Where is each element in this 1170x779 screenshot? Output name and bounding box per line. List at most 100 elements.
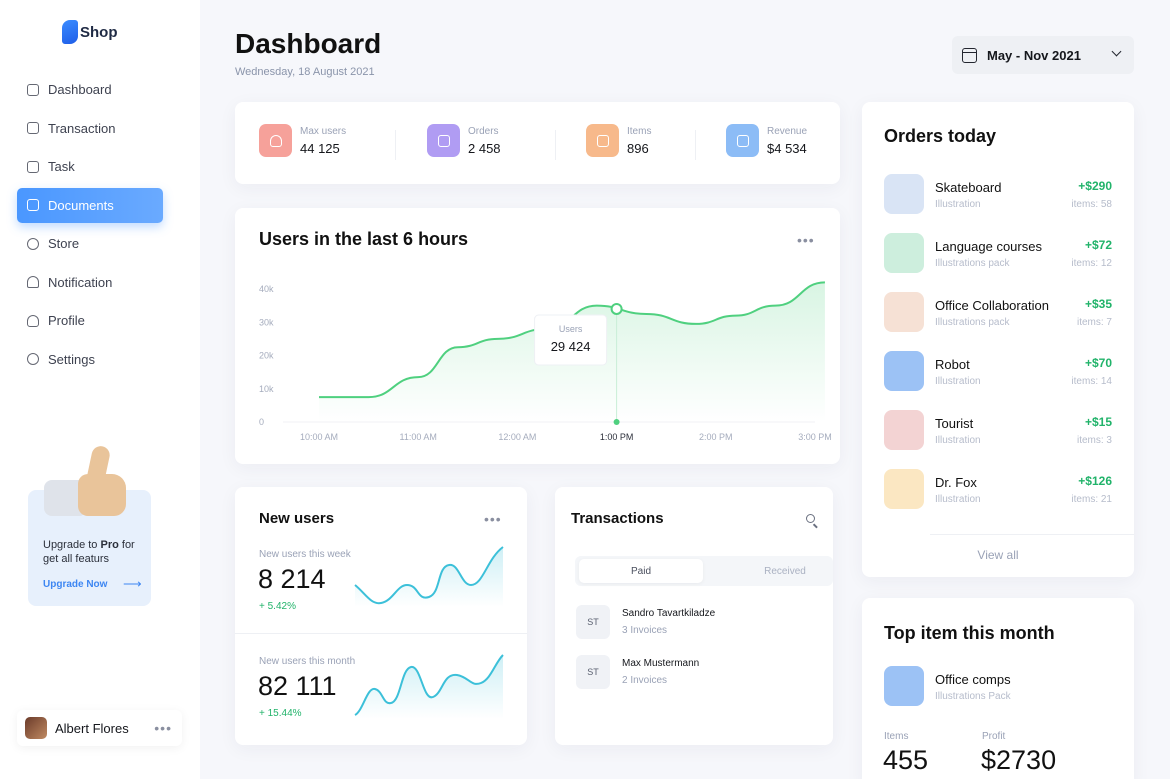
order-count: items: 7	[1076, 317, 1112, 328]
stat-max-users: Max users 44 125	[259, 124, 346, 157]
tooltip	[534, 314, 608, 366]
sidebar-item-label: Documents	[48, 197, 114, 213]
transaction-row[interactable]: ST Sandro Tavartkiladze 3 Invoices	[576, 605, 715, 639]
arrow-right-icon[interactable]: ⟶	[123, 576, 142, 591]
top-item-card: Top item this month Office comps Illustr…	[862, 598, 1134, 779]
week-label: New users this week	[259, 549, 351, 560]
tooltip-label: Users	[559, 324, 583, 334]
items-value: 455	[883, 745, 929, 775]
week-sparkline	[354, 546, 504, 607]
order-name: Skateboard	[935, 180, 1002, 195]
order-price: +$15	[1084, 415, 1112, 429]
order-item[interactable]: Language courses Illustrations pack +$72…	[884, 233, 1112, 273]
stat-value: 2 458	[468, 140, 501, 156]
transactions-title: Transactions	[571, 510, 664, 527]
search-icon[interactable]	[806, 514, 815, 523]
orders-today-title: Orders today	[884, 126, 997, 146]
order-price: +$290	[1078, 179, 1112, 193]
order-price: +$35	[1084, 297, 1112, 311]
office-illustration	[884, 292, 924, 332]
robot-illustration	[884, 351, 924, 391]
view-all-link[interactable]: View all	[977, 548, 1019, 562]
top-item-title: Top item this month	[884, 623, 1055, 643]
sidebar-item-dashboard[interactable]: Dashboard	[17, 72, 163, 107]
document-icon	[27, 199, 39, 211]
gear-icon	[27, 353, 39, 365]
transaction-name: Sandro Tavartkiladze	[622, 608, 716, 619]
y-tick-label: 20k	[259, 351, 274, 361]
transaction-row[interactable]: ST Max Mustermann 2 Invoices	[576, 655, 699, 689]
more-icon[interactable]: •••	[154, 720, 172, 736]
sidebar-item-settings[interactable]: Settings	[17, 342, 163, 377]
y-tick-label: 40k	[259, 284, 274, 294]
top-item[interactable]: Office comps Illustrations Pack	[884, 666, 1112, 706]
chevron-down-icon	[1111, 46, 1122, 57]
order-sub: Illustrations pack	[935, 317, 1010, 328]
more-icon[interactable]: •••	[484, 511, 502, 527]
order-price: +$72	[1084, 238, 1112, 252]
order-count: items: 21	[1071, 494, 1112, 505]
order-sub: Illustrations pack	[935, 258, 1010, 269]
sidebar-item-profile[interactable]: Profile	[17, 303, 163, 338]
users-chart-title: Users in the last 6 hours	[259, 229, 469, 249]
profit-label: Profit	[982, 731, 1006, 742]
x-tick-label: 11:00 AM	[400, 432, 437, 442]
order-name: Office Collaboration	[935, 298, 1049, 313]
sidebar-item-transaction[interactable]: Transaction	[17, 111, 163, 146]
week-change: + 5.42%	[259, 601, 296, 612]
order-item[interactable]: Robot Illustration +$70 items: 14	[884, 351, 1112, 391]
user-name: Albert Flores	[55, 720, 129, 736]
order-item[interactable]: Skateboard Illustration +$290 items: 58	[884, 174, 1112, 214]
sidebar-item-store[interactable]: Store	[17, 226, 163, 261]
transactions-card: Transactions Paid Received ST Sandro Tav…	[555, 487, 833, 745]
sidebar-item-task[interactable]: Task	[17, 149, 163, 184]
items-label: Items	[884, 731, 909, 742]
stat-label: Items	[627, 125, 652, 137]
month-sparkline	[354, 654, 504, 719]
stat-value: 44 125	[300, 140, 340, 156]
user-profile[interactable]: Albert Flores •••	[17, 710, 182, 746]
chart-icon	[27, 122, 39, 134]
calendar-icon	[962, 47, 977, 63]
week-value: 8 214	[258, 564, 326, 594]
initials-badge: ST	[576, 605, 610, 639]
order-item[interactable]: Tourist Illustration +$15 items: 3	[884, 410, 1112, 450]
upgrade-now-link[interactable]: Upgrade Now	[43, 579, 108, 590]
bag-icon	[726, 124, 759, 157]
sidebar-item-documents[interactable]: Documents	[17, 187, 163, 223]
bell-icon	[27, 276, 39, 288]
fox-illustration	[884, 469, 924, 509]
month-value: 82 111	[258, 671, 337, 701]
order-count: items: 14	[1071, 376, 1112, 387]
order-count: items: 58	[1071, 199, 1112, 210]
sidebar-item-notification[interactable]: Notification	[17, 265, 163, 300]
x-tick-label: 3:00 PM	[798, 432, 832, 442]
highlight-point[interactable]	[610, 302, 623, 315]
top-item-name: Office comps	[935, 672, 1011, 687]
x-tick-label: 1:00 PM	[600, 432, 634, 442]
order-item[interactable]: Dr. Fox Illustration +$126 items: 21	[884, 469, 1112, 509]
upgrade-card: Upgrade to Pro for get all featurs Upgra…	[28, 444, 151, 606]
users-chart: 0 10k 20k 30k 40k 10:00 AM 11:00 AM 12:00 AM 1:0…	[259, 281, 832, 442]
order-item[interactable]: Office Collaboration Illustrations pack …	[884, 292, 1112, 332]
logo[interactable]: Shop	[62, 20, 118, 44]
tourist-illustration	[884, 410, 924, 450]
users-chart-card: Users in the last 6 hours ••• 0 10k 20k 30k…	[235, 208, 840, 464]
upgrade-text: Upgrade to Pro for get all featurs	[43, 539, 135, 565]
thumbs-up-illustration	[44, 444, 140, 524]
sidebar-item-label: Store	[48, 236, 80, 251]
order-sub: Illustration	[935, 435, 981, 446]
language-illustration	[884, 233, 924, 273]
more-icon[interactable]: •••	[797, 232, 815, 248]
stat-orders: Orders 2 458	[427, 124, 501, 157]
order-name: Dr. Fox	[935, 475, 977, 490]
user-icon	[259, 124, 292, 157]
date-range-value: May - Nov 2021	[987, 47, 1081, 63]
order-count: items: 3	[1076, 435, 1112, 446]
date-range-picker[interactable]: May - Nov 2021	[952, 36, 1134, 74]
tab-paid[interactable]: Paid	[579, 559, 703, 583]
logo-icon	[62, 20, 78, 44]
month-label: New users this month	[259, 656, 356, 667]
transaction-sub: 2 Invoices	[622, 675, 668, 686]
tab-received[interactable]: Received	[764, 565, 806, 577]
